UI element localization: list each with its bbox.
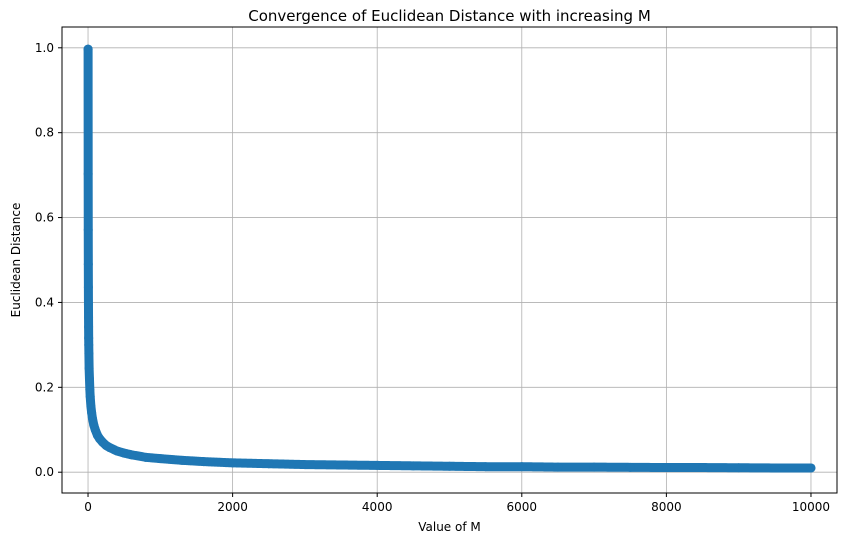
data-point [445,461,454,471]
data-point [141,452,151,462]
data-point [112,446,122,456]
data-point [85,392,95,402]
data-point [698,463,708,473]
data-point [155,454,165,464]
chart-title: Convergence of Euclidean Distance with i… [248,7,651,25]
data-point [87,413,97,423]
data-point [806,463,816,473]
data-point [84,363,94,373]
x-tick-label: 0 [84,500,92,514]
data-point [84,333,94,343]
data-layer [83,44,816,473]
x-tick-label: 6000 [507,500,538,514]
data-point [105,443,115,453]
data-point [264,459,274,469]
series-marker-band [83,44,816,473]
series-line [87,49,811,469]
data-point [589,462,599,472]
x-axis-label: Value of M [418,520,481,534]
y-tick-label: 0.2 [35,380,54,394]
data-point [177,455,187,465]
grid-layer [62,27,837,493]
data-point [517,462,527,472]
data-point [481,462,491,472]
x-tick-label: 2000 [217,500,248,514]
data-point [119,448,129,458]
data-point [85,384,95,394]
data-point [553,462,563,472]
data-point [84,312,94,322]
x-tick-label: 4000 [362,500,393,514]
data-point [84,374,94,384]
x-tick-label: 8000 [651,500,682,514]
data-point [625,462,635,472]
y-axis-label: Euclidean Distance [9,203,23,318]
data-point [300,460,310,470]
data-point [83,169,93,179]
y-tick-label: 1.0 [35,41,54,55]
data-point [228,458,238,468]
data-point [408,461,418,471]
data-point [83,259,93,269]
data-point [336,460,346,470]
data-point [83,282,93,292]
data-point [372,460,382,470]
y-tick-label: 0.8 [35,126,54,140]
data-point [83,299,93,309]
data-point [84,348,94,358]
y-tick-label: 0.0 [35,465,54,479]
tick-layer: 0 2000 4000 6000 8000 10000 0.0 0.2 0.4 0.6 0.8 1.0 [35,41,830,514]
data-point [83,44,93,54]
y-tick-label: 0.6 [35,211,54,225]
plot-frame [61,26,838,494]
data-point [661,463,671,473]
data-point [84,322,94,332]
y-tick-label: 0.4 [35,295,54,309]
x-tick-label: 10000 [792,500,830,514]
data-point [199,457,209,467]
data-point [770,463,780,473]
data-point [84,340,94,350]
data-point [734,463,744,473]
data-point [126,450,136,460]
data-point [83,225,93,235]
